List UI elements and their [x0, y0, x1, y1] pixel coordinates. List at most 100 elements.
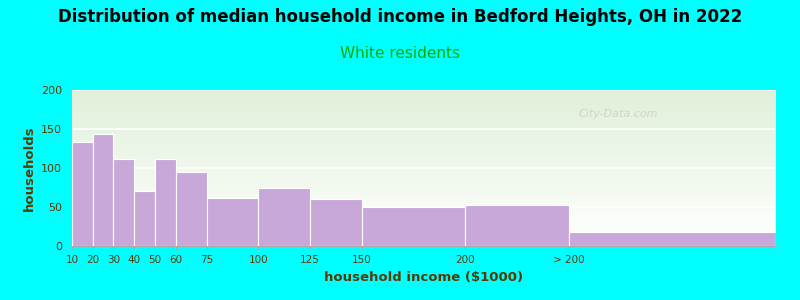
Bar — [72, 153, 776, 154]
Bar — [72, 146, 776, 147]
Bar — [72, 245, 776, 246]
Bar — [72, 221, 776, 222]
Bar — [72, 181, 776, 182]
X-axis label: household income ($1000): household income ($1000) — [325, 271, 523, 284]
Bar — [72, 173, 776, 174]
Bar — [72, 95, 776, 96]
Bar — [72, 118, 776, 119]
Bar — [134, 191, 155, 246]
Bar — [72, 100, 776, 101]
Bar — [155, 159, 175, 246]
Bar — [72, 184, 776, 185]
Bar — [72, 151, 776, 152]
Bar — [72, 158, 776, 159]
Bar — [72, 212, 776, 213]
Bar — [72, 240, 776, 241]
Bar — [72, 226, 776, 227]
Bar — [72, 194, 776, 195]
Bar — [72, 183, 776, 184]
Bar — [466, 205, 569, 246]
Bar — [72, 137, 776, 138]
Bar — [114, 159, 134, 246]
Bar — [72, 206, 776, 207]
Bar — [72, 171, 776, 172]
Bar — [72, 203, 776, 204]
Bar — [72, 140, 776, 141]
Bar — [72, 198, 776, 199]
Bar — [72, 126, 776, 127]
Bar — [72, 159, 776, 160]
Bar — [72, 163, 776, 164]
Bar — [72, 230, 776, 231]
Bar — [310, 199, 362, 246]
Bar — [72, 145, 776, 146]
Bar — [72, 195, 776, 196]
Bar — [72, 236, 776, 237]
Bar — [72, 211, 776, 212]
Bar — [72, 232, 776, 233]
Bar — [72, 220, 776, 221]
Bar — [72, 241, 776, 242]
Bar — [72, 191, 776, 192]
Text: White residents: White residents — [340, 46, 460, 62]
Bar — [72, 189, 776, 190]
Bar — [72, 176, 776, 177]
Bar — [72, 152, 776, 153]
Bar — [72, 197, 776, 198]
Bar — [72, 231, 776, 232]
Bar — [72, 148, 776, 149]
Bar — [72, 174, 776, 175]
Bar — [72, 144, 776, 145]
Bar — [72, 193, 776, 194]
Bar — [72, 129, 776, 130]
Bar — [72, 125, 776, 126]
Bar — [72, 90, 776, 91]
Bar — [72, 131, 776, 132]
Bar — [72, 138, 776, 139]
Bar — [72, 204, 776, 205]
Bar — [72, 116, 776, 117]
Bar — [72, 112, 776, 113]
Bar — [72, 234, 776, 235]
Bar — [72, 113, 776, 114]
Bar — [72, 104, 776, 105]
Bar — [72, 229, 776, 230]
Bar — [72, 124, 776, 125]
Bar — [72, 233, 776, 234]
Bar — [72, 156, 776, 157]
Bar — [72, 117, 776, 118]
Bar — [72, 111, 776, 112]
Bar — [72, 98, 776, 99]
Bar — [72, 133, 776, 134]
Bar — [72, 224, 776, 225]
Bar — [72, 142, 93, 246]
Bar — [72, 147, 776, 148]
Bar — [72, 243, 776, 244]
Bar — [72, 143, 776, 144]
Bar — [72, 130, 776, 131]
Bar — [72, 172, 776, 173]
Bar — [72, 107, 776, 108]
Bar — [72, 222, 776, 223]
Bar — [72, 237, 776, 238]
Bar — [72, 161, 776, 162]
Bar — [72, 199, 776, 200]
Bar — [72, 170, 776, 171]
Bar — [72, 115, 776, 116]
Bar — [72, 166, 776, 167]
Bar — [72, 225, 776, 226]
Bar — [72, 227, 776, 228]
Bar — [72, 200, 776, 201]
Bar — [72, 155, 776, 156]
Bar — [93, 134, 114, 246]
Bar — [72, 132, 776, 133]
Bar — [72, 102, 776, 103]
Bar — [72, 167, 776, 168]
Bar — [72, 169, 776, 170]
Bar — [72, 128, 776, 129]
Bar — [72, 205, 776, 206]
Bar — [72, 208, 776, 209]
Bar — [362, 207, 466, 246]
Bar — [72, 134, 776, 135]
Bar — [72, 110, 776, 111]
